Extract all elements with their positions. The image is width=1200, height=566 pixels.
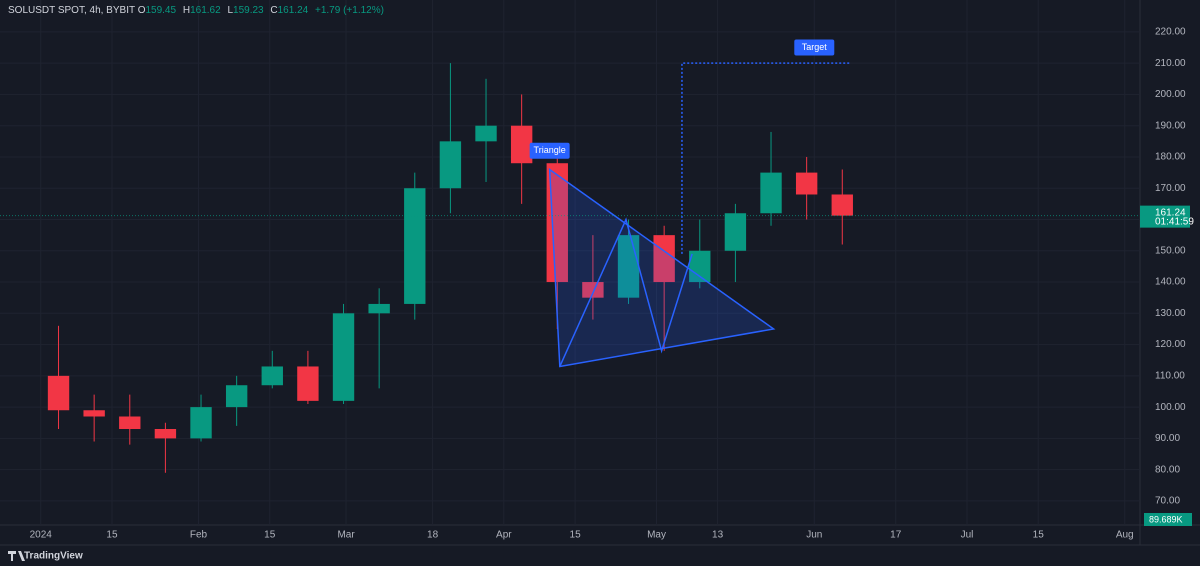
y-tick-label: 210.00	[1155, 58, 1186, 69]
candle-body	[439, 141, 462, 189]
x-tick-label: 2024	[30, 530, 53, 541]
x-tick-label: 15	[1033, 530, 1045, 541]
triangle-pattern	[548, 167, 776, 368]
candle-body	[47, 375, 70, 411]
candle-body	[510, 125, 533, 164]
y-tick-label: 150.00	[1155, 245, 1186, 256]
candle-body	[154, 429, 177, 439]
y-tick-label: 180.00	[1155, 152, 1186, 163]
x-tick-label: 18	[427, 530, 439, 541]
candle-body	[724, 213, 747, 251]
x-tick-label: Mar	[337, 530, 355, 541]
candle-body	[119, 416, 141, 430]
y-tick-label: 70.00	[1155, 496, 1180, 507]
logo	[8, 551, 25, 561]
x-tick-label: 17	[890, 530, 902, 541]
x-tick-label: Apr	[496, 530, 512, 541]
l-label: L	[227, 5, 234, 16]
o-label: O	[137, 5, 146, 16]
y-tick-label: 120.00	[1155, 339, 1186, 350]
candle-body	[83, 410, 105, 417]
candle-body	[689, 250, 711, 283]
y-tick-label: 110.00	[1155, 370, 1185, 381]
candle-body	[297, 366, 319, 401]
annotation-label: Target	[802, 42, 828, 52]
y-tick-label: 140.00	[1155, 277, 1186, 288]
low: 159.23	[233, 5, 264, 16]
close: 161.24	[277, 5, 309, 16]
candle-body	[190, 407, 212, 439]
candle-body	[404, 188, 426, 304]
x-tick-label: 13	[712, 530, 724, 541]
change: +1.79 (+1.12%)	[315, 5, 384, 16]
annotation-box	[529, 142, 570, 159]
h-label: H	[182, 5, 191, 16]
candle-body	[760, 172, 782, 214]
y-tick-label: 190.00	[1155, 120, 1186, 131]
last-price-box	[1140, 205, 1190, 228]
volume-label: 89.689K	[1149, 514, 1183, 524]
annotation-box	[794, 39, 835, 56]
x-tick-label: May	[647, 530, 666, 541]
candle-body	[368, 303, 390, 314]
y-tick-label: 100.00	[1155, 402, 1186, 413]
y-tick-label: 200.00	[1155, 89, 1186, 100]
candle-body	[546, 163, 568, 283]
candle-body	[475, 125, 497, 142]
candle-body	[225, 385, 248, 408]
candle-body	[261, 366, 283, 386]
x-tick-label: 15	[570, 530, 582, 541]
y-tick-label: 170.00	[1155, 183, 1186, 194]
pattern-zigzag	[559, 217, 693, 367]
x-tick-label: 15	[264, 530, 276, 541]
y-tick-label: 130.00	[1155, 308, 1186, 319]
x-tick-label: 15	[106, 530, 118, 541]
candle-body	[831, 194, 853, 216]
y-tick-label: 90.00	[1155, 433, 1180, 444]
brand: TradingView	[24, 551, 83, 562]
x-tick-label: Aug	[1116, 530, 1134, 541]
y-tick-label: 220.00	[1155, 27, 1186, 38]
open: 159.45	[145, 5, 177, 16]
y-tick-label: 80.00	[1155, 464, 1180, 475]
annotation-label: Triangle	[534, 145, 566, 155]
high: 161.62	[190, 5, 221, 16]
header: SOLUSDT SPOT, 4h, BYBIT O159.45 H161.62 …	[8, 5, 388, 16]
candle-body	[795, 172, 818, 195]
x-tick-label: Feb	[190, 530, 208, 541]
countdown: 01:41:59	[1155, 216, 1194, 227]
candle-body	[332, 313, 355, 401]
candle-body	[582, 282, 604, 298]
last-price-label: 161.24	[1155, 207, 1186, 218]
c-label: C	[270, 5, 278, 16]
volume-box	[1144, 513, 1192, 526]
x-tick-label: Jul	[961, 530, 974, 541]
x-tick-label: Jun	[806, 530, 822, 541]
symbol: SOLUSDT SPOT, 4h, BYBIT	[8, 5, 135, 16]
